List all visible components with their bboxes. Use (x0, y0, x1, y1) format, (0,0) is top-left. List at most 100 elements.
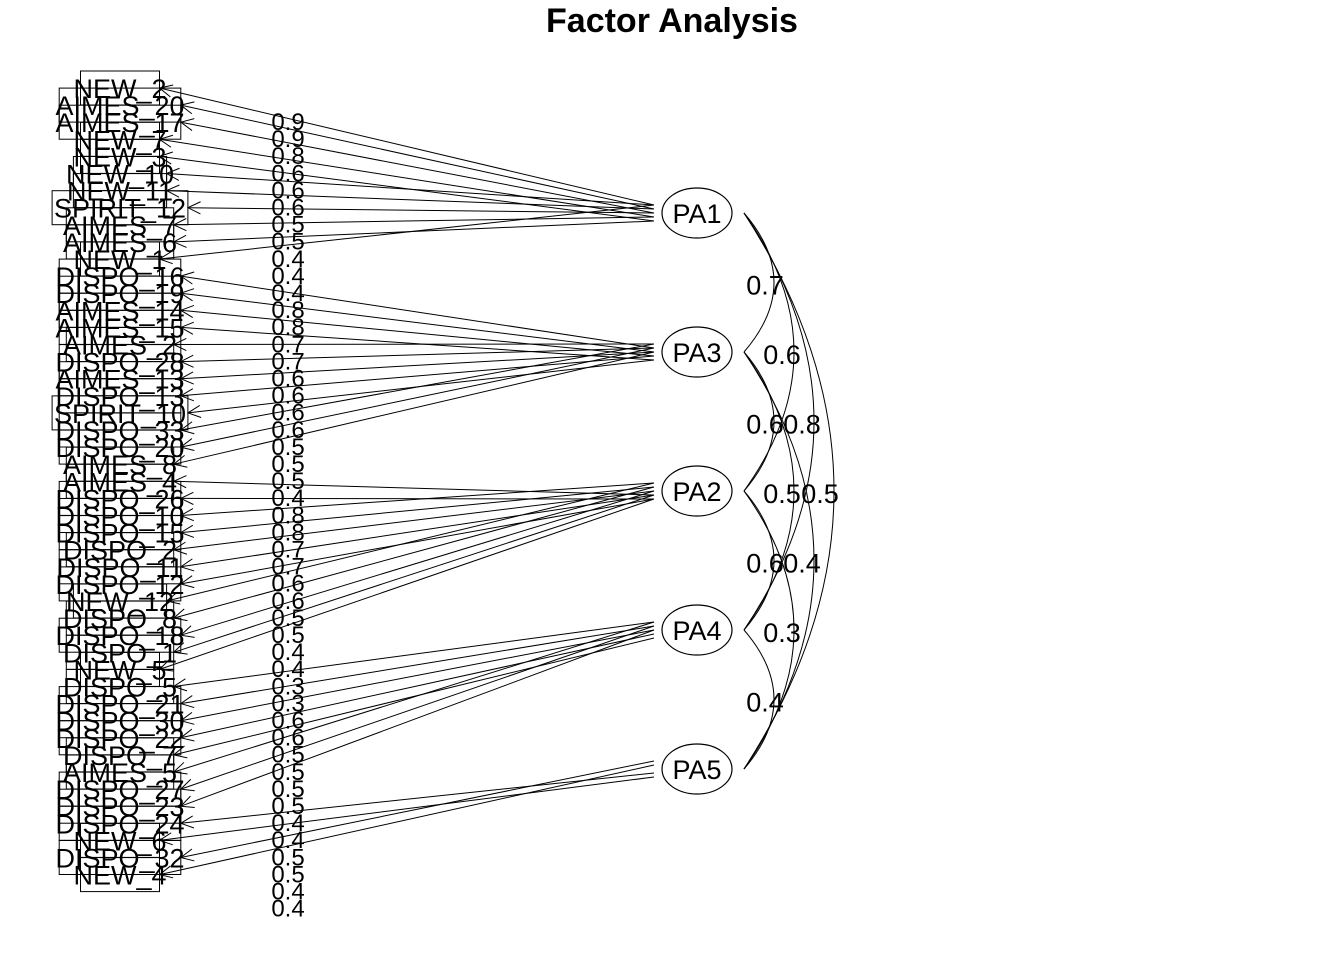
correlation-pa1-pa3: 0.7 (746, 271, 784, 301)
factor-pa4-ellipse (661, 604, 733, 656)
path-pa3-dispo-13 (180, 355, 655, 397)
variable-dispo-24-label: DISPO_24 (55, 809, 184, 839)
loading-dispo-8: 0.4 (271, 639, 304, 666)
variable-dispo-18-label: DISPO_18 (55, 621, 184, 651)
path-pa1-aimes-7 (173, 216, 655, 226)
correlation-pa1-pa2: 0.6 (763, 340, 801, 370)
loading-spirit-12: 0.5 (271, 229, 304, 256)
loading-aimes-14: 0.7 (271, 331, 304, 358)
factor-pa2: PA2 (661, 465, 733, 517)
path-pa3-aimes-2 (173, 343, 655, 345)
correlation-pa1-pa4: 0.8 (783, 410, 821, 440)
loading-new-5: 0.3 (271, 690, 304, 717)
path-pa1-new-7 (159, 138, 655, 218)
correlation-arc-pa1-pa3 (743, 212, 775, 353)
factor-pa1-ellipse (661, 187, 733, 239)
variable-dispo-11-label: DISPO_11 (56, 553, 183, 583)
loading-dispo-2: 0.6 (271, 571, 304, 598)
path-pa4-dispo-7 (173, 637, 655, 756)
loading-dispo-32: 0.4 (271, 879, 304, 906)
variable-new-5-label: NEW_5 (73, 655, 166, 685)
path-pa1-spirit-12 (187, 207, 655, 214)
factor-pa3-label: PA3 (672, 338, 721, 368)
factor-correlations: 0.70.60.6 0.80.5 0.50.6 0.40.30.4 (743, 212, 839, 770)
variable-dispo-26-label: DISPO_26 (55, 484, 184, 514)
loading-dispo-7: 0.5 (271, 776, 304, 803)
variable-new-2-label: NEW_2 (73, 74, 166, 104)
correlation-arc-pa3-pa2 (743, 351, 775, 492)
variable-dispo-15-label: DISPO_15 (55, 519, 184, 549)
loading-new-7: 0.6 (271, 160, 304, 187)
loading-new-3: 0.6 (271, 177, 304, 204)
variable-aimes-15-label: AIMES_15 (55, 313, 184, 343)
path-pa2-dispo-26 (180, 497, 655, 500)
correlation-pa2-pa5: 0.3 (763, 618, 801, 648)
loading-new-12: 0.5 (271, 622, 304, 649)
variable-dispo-27-label: DISPO_27 (55, 775, 184, 805)
loading-paths (158, 84, 655, 879)
loading-dispo-30: 0.5 (271, 742, 304, 769)
observed-variables: NEW_2AIMES_20AIMES_17NEW_7NEW_3NEW_10NEW… (51, 70, 189, 893)
factor-pa4: PA4 (661, 604, 733, 656)
variable-new-3-label: NEW_3 (73, 142, 166, 172)
loading-aimes-6: 0.4 (271, 263, 304, 290)
factor-pa5-ellipse (661, 743, 733, 795)
variable-dispo-12-label: DISPO_12 (55, 570, 184, 600)
path-pa2-dispo-15 (180, 486, 655, 534)
variable-new-10-label: NEW_10 (66, 160, 174, 190)
variable-dispo-1-label: DISPO_1 (63, 638, 177, 668)
path-pa3-aimes-13 (180, 351, 655, 380)
path-pa4-dispo-30 (180, 629, 655, 722)
path-pa1-aimes-17 (180, 121, 655, 214)
variable-aimes-13-label: AIMES_13 (55, 365, 184, 395)
factor-pa4-label: PA4 (672, 616, 721, 646)
loading-dispo-13: 0.6 (271, 417, 304, 444)
variable-new-4-label: NEW_4 (73, 861, 166, 891)
path-pa4-dispo-27 (180, 625, 655, 790)
correlation-pa4-pa5: 0.4 (746, 688, 784, 718)
variable-aimes-17-label: AIMES_17 (55, 108, 184, 138)
loading-dispo-11: 0.6 (271, 588, 304, 615)
variable-aimes-2-label: AIMES_2 (63, 331, 177, 361)
loading-dispo-28: 0.6 (271, 383, 304, 410)
variable-dispo-10-label: DISPO_10 (55, 502, 184, 532)
loading-new-4: 0.4 (271, 896, 304, 923)
correlation-arc-pa2-pa4 (743, 490, 775, 631)
path-pa5-new-6 (159, 776, 655, 841)
variable-aimes-4-label: AIMES_4 (63, 467, 177, 497)
loading-dispo-27: 0.4 (271, 810, 304, 837)
correlation-pa2-pa4: 0.6 (746, 549, 784, 579)
factor-pa1-label: PA1 (672, 199, 721, 229)
path-pa2-dispo-11 (180, 494, 655, 568)
correlation-pa3-pa5: 0.4 (783, 549, 821, 579)
path-pa4-dispo-23 (180, 629, 655, 807)
loading-new-2: 0.9 (271, 109, 304, 136)
variable-dispo-2-label: DISPO_2 (63, 536, 177, 566)
path-pa3-dispo-33 (180, 343, 655, 431)
variable-aimes-14-label: AIMES_14 (55, 296, 184, 326)
correlation-pa1-pa5: 0.5 (801, 479, 839, 509)
path-pa2-dispo-8 (173, 486, 655, 619)
path-pa5-dispo-24 (180, 772, 655, 824)
path-pa3-dispo-16 (180, 275, 655, 349)
variable-aimes-8-label: AIMES_8 (63, 450, 177, 480)
loading-dispo-23: 0.4 (271, 827, 304, 854)
path-pa3-aimes-14 (180, 309, 655, 357)
factor-pa1: PA1 (661, 187, 733, 239)
variable-dispo-5-label: DISPO_5 (63, 673, 177, 703)
variable-dispo-32-label: DISPO_32 (55, 844, 184, 874)
variable-dispo-7-label: DISPO_7 (63, 741, 177, 771)
path-pa2-aimes-4 (173, 480, 655, 496)
factor-pa2-label: PA2 (672, 477, 721, 507)
path-pa3-aimes-15 (180, 326, 655, 361)
path-pa2-new-12 (166, 482, 655, 602)
factor-pa3-ellipse (661, 326, 733, 378)
path-pa3-dispo-28 (180, 347, 655, 363)
path-pa4-aimes-5 (173, 621, 655, 773)
loading-spirit-10: 0.5 (271, 434, 304, 461)
variable-new-6-label: NEW_6 (73, 826, 166, 856)
path-pa3-aimes-8 (173, 351, 655, 465)
loading-aimes-7: 0.4 (271, 246, 304, 273)
loading-aimes-8: 0.4 (271, 485, 304, 512)
